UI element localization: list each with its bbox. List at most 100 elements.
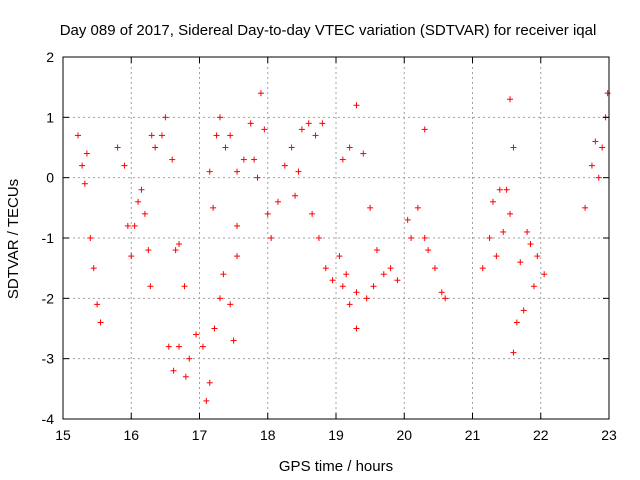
data-point <box>124 222 131 229</box>
data-point <box>346 144 353 151</box>
data-point <box>370 283 377 290</box>
data-point <box>213 132 220 139</box>
data-point <box>268 235 275 241</box>
data-point <box>211 325 218 332</box>
data-point <box>592 138 599 145</box>
data-point <box>312 132 319 139</box>
data-point <box>141 210 148 217</box>
data-point <box>152 144 159 151</box>
data-point <box>595 174 602 181</box>
data-point <box>346 301 353 308</box>
data-point <box>322 265 329 272</box>
data-point <box>216 295 223 302</box>
data-point <box>394 277 401 284</box>
data-point <box>336 253 343 260</box>
data-point <box>421 126 428 133</box>
x-tick-label: 17 <box>192 427 208 443</box>
data-point <box>234 222 241 229</box>
data-point <box>524 228 531 235</box>
data-point <box>339 156 346 163</box>
data-point <box>387 265 394 272</box>
data-point <box>162 114 169 121</box>
data-point <box>165 343 172 350</box>
data-point <box>507 210 514 217</box>
x-tick-label: 18 <box>260 427 276 443</box>
data-point <box>288 144 295 151</box>
y-tick-label: 2 <box>46 49 54 65</box>
data-point <box>530 283 537 290</box>
data-point <box>257 90 264 97</box>
data-point <box>353 102 360 109</box>
data-point <box>87 235 94 241</box>
data-point <box>234 253 241 260</box>
x-tick-label: 21 <box>465 427 481 443</box>
y-tick-label: -3 <box>42 351 55 367</box>
data-point <box>500 228 507 235</box>
data-point <box>513 319 520 326</box>
y-tick-label: 1 <box>46 109 54 125</box>
data-point <box>181 283 188 290</box>
data-point <box>230 337 237 344</box>
data-point <box>315 235 322 241</box>
data-point <box>114 144 121 151</box>
data-point <box>170 367 177 374</box>
data-point <box>172 247 179 254</box>
data-point <box>138 186 145 193</box>
data-point <box>222 144 229 151</box>
axis-ticks <box>62 56 610 420</box>
data-point <box>339 283 346 290</box>
data-point <box>251 156 258 163</box>
data-point <box>182 373 189 380</box>
data-point <box>121 162 128 169</box>
data-point <box>274 198 281 205</box>
data-point <box>588 162 595 169</box>
data-point <box>128 253 135 260</box>
data-point <box>582 204 589 211</box>
data-point <box>305 120 312 127</box>
data-point <box>541 271 548 278</box>
data-point <box>604 90 611 97</box>
data-point <box>353 325 360 332</box>
data-point <box>94 301 101 308</box>
x-tick-label: 16 <box>123 427 139 443</box>
data-point <box>176 241 183 248</box>
data-point <box>210 204 217 211</box>
data-point <box>421 235 428 241</box>
chart-title: Day 089 of 2017, Sidereal Day-to-day VTE… <box>60 22 597 39</box>
data-point <box>203 397 210 404</box>
data-point <box>520 307 527 314</box>
grid-lines <box>63 57 609 419</box>
data-point <box>367 204 374 211</box>
data-point <box>510 144 517 151</box>
data-point <box>147 283 154 290</box>
data-point <box>81 180 88 187</box>
data-point <box>431 265 438 272</box>
data-point <box>261 126 268 133</box>
data-point <box>220 271 227 278</box>
x-tick-label: 19 <box>328 427 344 443</box>
data-point <box>408 235 415 241</box>
data-point <box>496 186 503 193</box>
data-point <box>599 144 606 151</box>
data-point <box>186 355 193 362</box>
data-point <box>329 277 336 284</box>
data-point <box>373 247 380 254</box>
data-point <box>534 253 541 260</box>
data-point <box>493 253 500 260</box>
data-point <box>199 343 206 350</box>
y-axis-label: SDTVAR / TECUs <box>5 179 22 299</box>
data-point <box>97 319 104 326</box>
data-point <box>507 96 514 103</box>
data-point <box>486 235 493 241</box>
data-point <box>503 186 510 193</box>
y-tick-label: -1 <box>42 230 55 246</box>
data-point <box>438 289 445 296</box>
data-point <box>404 216 411 223</box>
data-point <box>425 247 432 254</box>
data-point <box>247 120 254 127</box>
data-point <box>281 162 288 169</box>
data-point <box>90 265 97 272</box>
data-point <box>292 192 299 199</box>
data-point <box>135 198 142 205</box>
